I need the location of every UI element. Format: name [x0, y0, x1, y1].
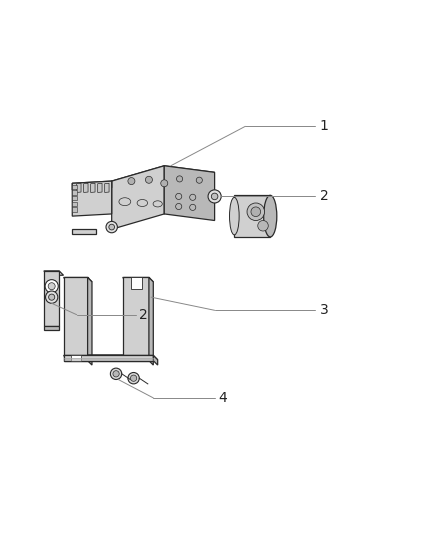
Circle shape — [177, 176, 183, 182]
Polygon shape — [105, 183, 109, 192]
Polygon shape — [123, 278, 149, 361]
Polygon shape — [44, 271, 59, 326]
Polygon shape — [64, 356, 153, 361]
Polygon shape — [72, 207, 77, 212]
Circle shape — [251, 207, 261, 216]
Circle shape — [48, 282, 55, 290]
Polygon shape — [112, 166, 164, 229]
Circle shape — [176, 204, 182, 209]
Circle shape — [190, 194, 196, 200]
Polygon shape — [131, 278, 142, 289]
Polygon shape — [64, 356, 158, 360]
Circle shape — [211, 193, 218, 200]
Circle shape — [106, 221, 117, 233]
Polygon shape — [72, 181, 112, 216]
Circle shape — [109, 224, 114, 230]
Circle shape — [128, 177, 135, 184]
Circle shape — [45, 280, 58, 293]
Polygon shape — [84, 183, 88, 192]
Polygon shape — [72, 201, 77, 206]
Circle shape — [49, 294, 55, 300]
Polygon shape — [71, 355, 81, 361]
Polygon shape — [88, 278, 92, 365]
Polygon shape — [153, 356, 158, 365]
Polygon shape — [88, 355, 123, 361]
Polygon shape — [44, 326, 59, 330]
Circle shape — [247, 203, 265, 221]
Circle shape — [110, 368, 122, 379]
Text: 4: 4 — [218, 391, 227, 405]
Polygon shape — [64, 278, 88, 361]
Polygon shape — [72, 196, 77, 200]
Polygon shape — [72, 184, 77, 189]
Polygon shape — [44, 271, 64, 275]
Polygon shape — [123, 278, 153, 282]
Polygon shape — [72, 181, 112, 190]
Ellipse shape — [264, 195, 277, 237]
Polygon shape — [164, 166, 215, 221]
Polygon shape — [112, 166, 215, 188]
Circle shape — [46, 291, 58, 303]
Circle shape — [113, 370, 119, 377]
Polygon shape — [64, 278, 92, 282]
Polygon shape — [98, 183, 102, 192]
Polygon shape — [234, 195, 270, 237]
Circle shape — [258, 221, 268, 231]
Circle shape — [161, 180, 168, 187]
Polygon shape — [91, 183, 95, 192]
Polygon shape — [72, 229, 96, 233]
Text: 1: 1 — [320, 119, 328, 133]
Polygon shape — [149, 278, 153, 365]
Circle shape — [128, 373, 139, 384]
Text: 2: 2 — [139, 308, 148, 322]
Circle shape — [131, 375, 137, 381]
Circle shape — [176, 193, 182, 199]
Text: 3: 3 — [320, 303, 328, 317]
Circle shape — [145, 176, 152, 183]
Polygon shape — [77, 183, 81, 192]
Text: 2: 2 — [320, 189, 328, 204]
Circle shape — [208, 190, 221, 203]
Circle shape — [196, 177, 202, 183]
Polygon shape — [88, 355, 127, 359]
Ellipse shape — [230, 197, 239, 235]
Polygon shape — [72, 190, 77, 195]
Circle shape — [190, 204, 196, 211]
